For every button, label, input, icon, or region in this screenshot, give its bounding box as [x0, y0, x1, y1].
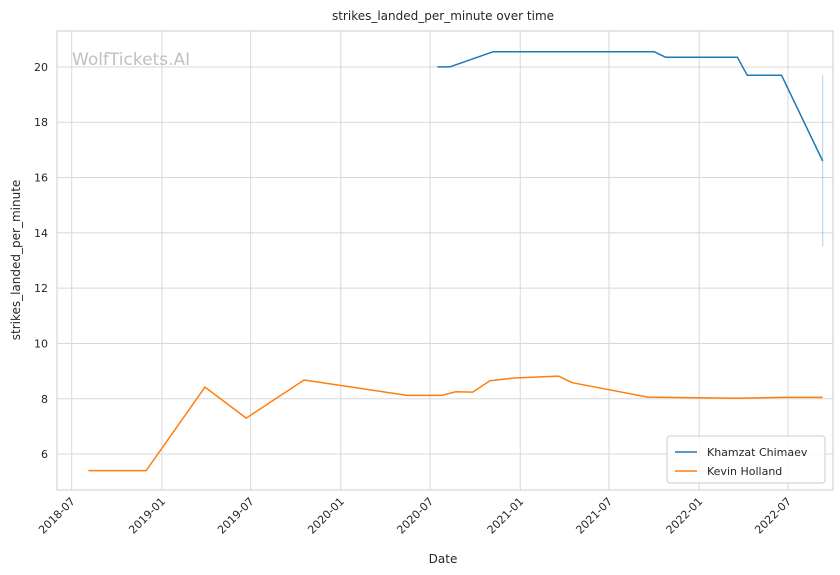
x-tick-label: 2022-07: [752, 495, 794, 537]
x-tick-label: 2019-07: [215, 495, 257, 537]
chart-title: strikes_landed_per_minute over time: [332, 9, 554, 23]
x-axis-title: Date: [429, 552, 458, 566]
series-layer: [88, 50, 824, 472]
x-tick-label: 2019-01: [126, 495, 168, 537]
x-tick-label: 2020-07: [394, 495, 436, 537]
x-tick-label: 2018-07: [36, 495, 78, 537]
legend-label: Kevin Holland: [707, 465, 782, 478]
x-tick-label: 2021-07: [573, 495, 615, 537]
y-tick-label: 20: [34, 61, 48, 74]
y-axis-title: strikes_landed_per_minute: [9, 180, 23, 341]
y-tick-label: 8: [41, 393, 48, 406]
x-tick-label: 2020-01: [305, 495, 347, 537]
x-tick-label: 2021-01: [485, 495, 527, 537]
y-tick-label: 12: [34, 282, 48, 295]
legend-label: Khamzat Chimaev: [707, 446, 808, 459]
watermark: WolfTickets.AI: [72, 50, 190, 70]
y-tick-label: 10: [34, 337, 48, 350]
x-tick-label: 2022-01: [664, 495, 706, 537]
plot-frame: [56, 30, 834, 491]
legend: Khamzat Chimaev Kevin Holland: [666, 435, 826, 484]
series-line-khamzat-chimaev: [437, 50, 824, 162]
grid: [57, 31, 833, 490]
y-tick-label: 14: [34, 227, 48, 240]
y-tick-label: 18: [34, 116, 48, 129]
series-line-kevin-holland: [88, 375, 823, 472]
y-tick-label: 6: [41, 448, 48, 461]
y-tick-label: 16: [34, 172, 48, 185]
legend-box: [666, 435, 826, 484]
